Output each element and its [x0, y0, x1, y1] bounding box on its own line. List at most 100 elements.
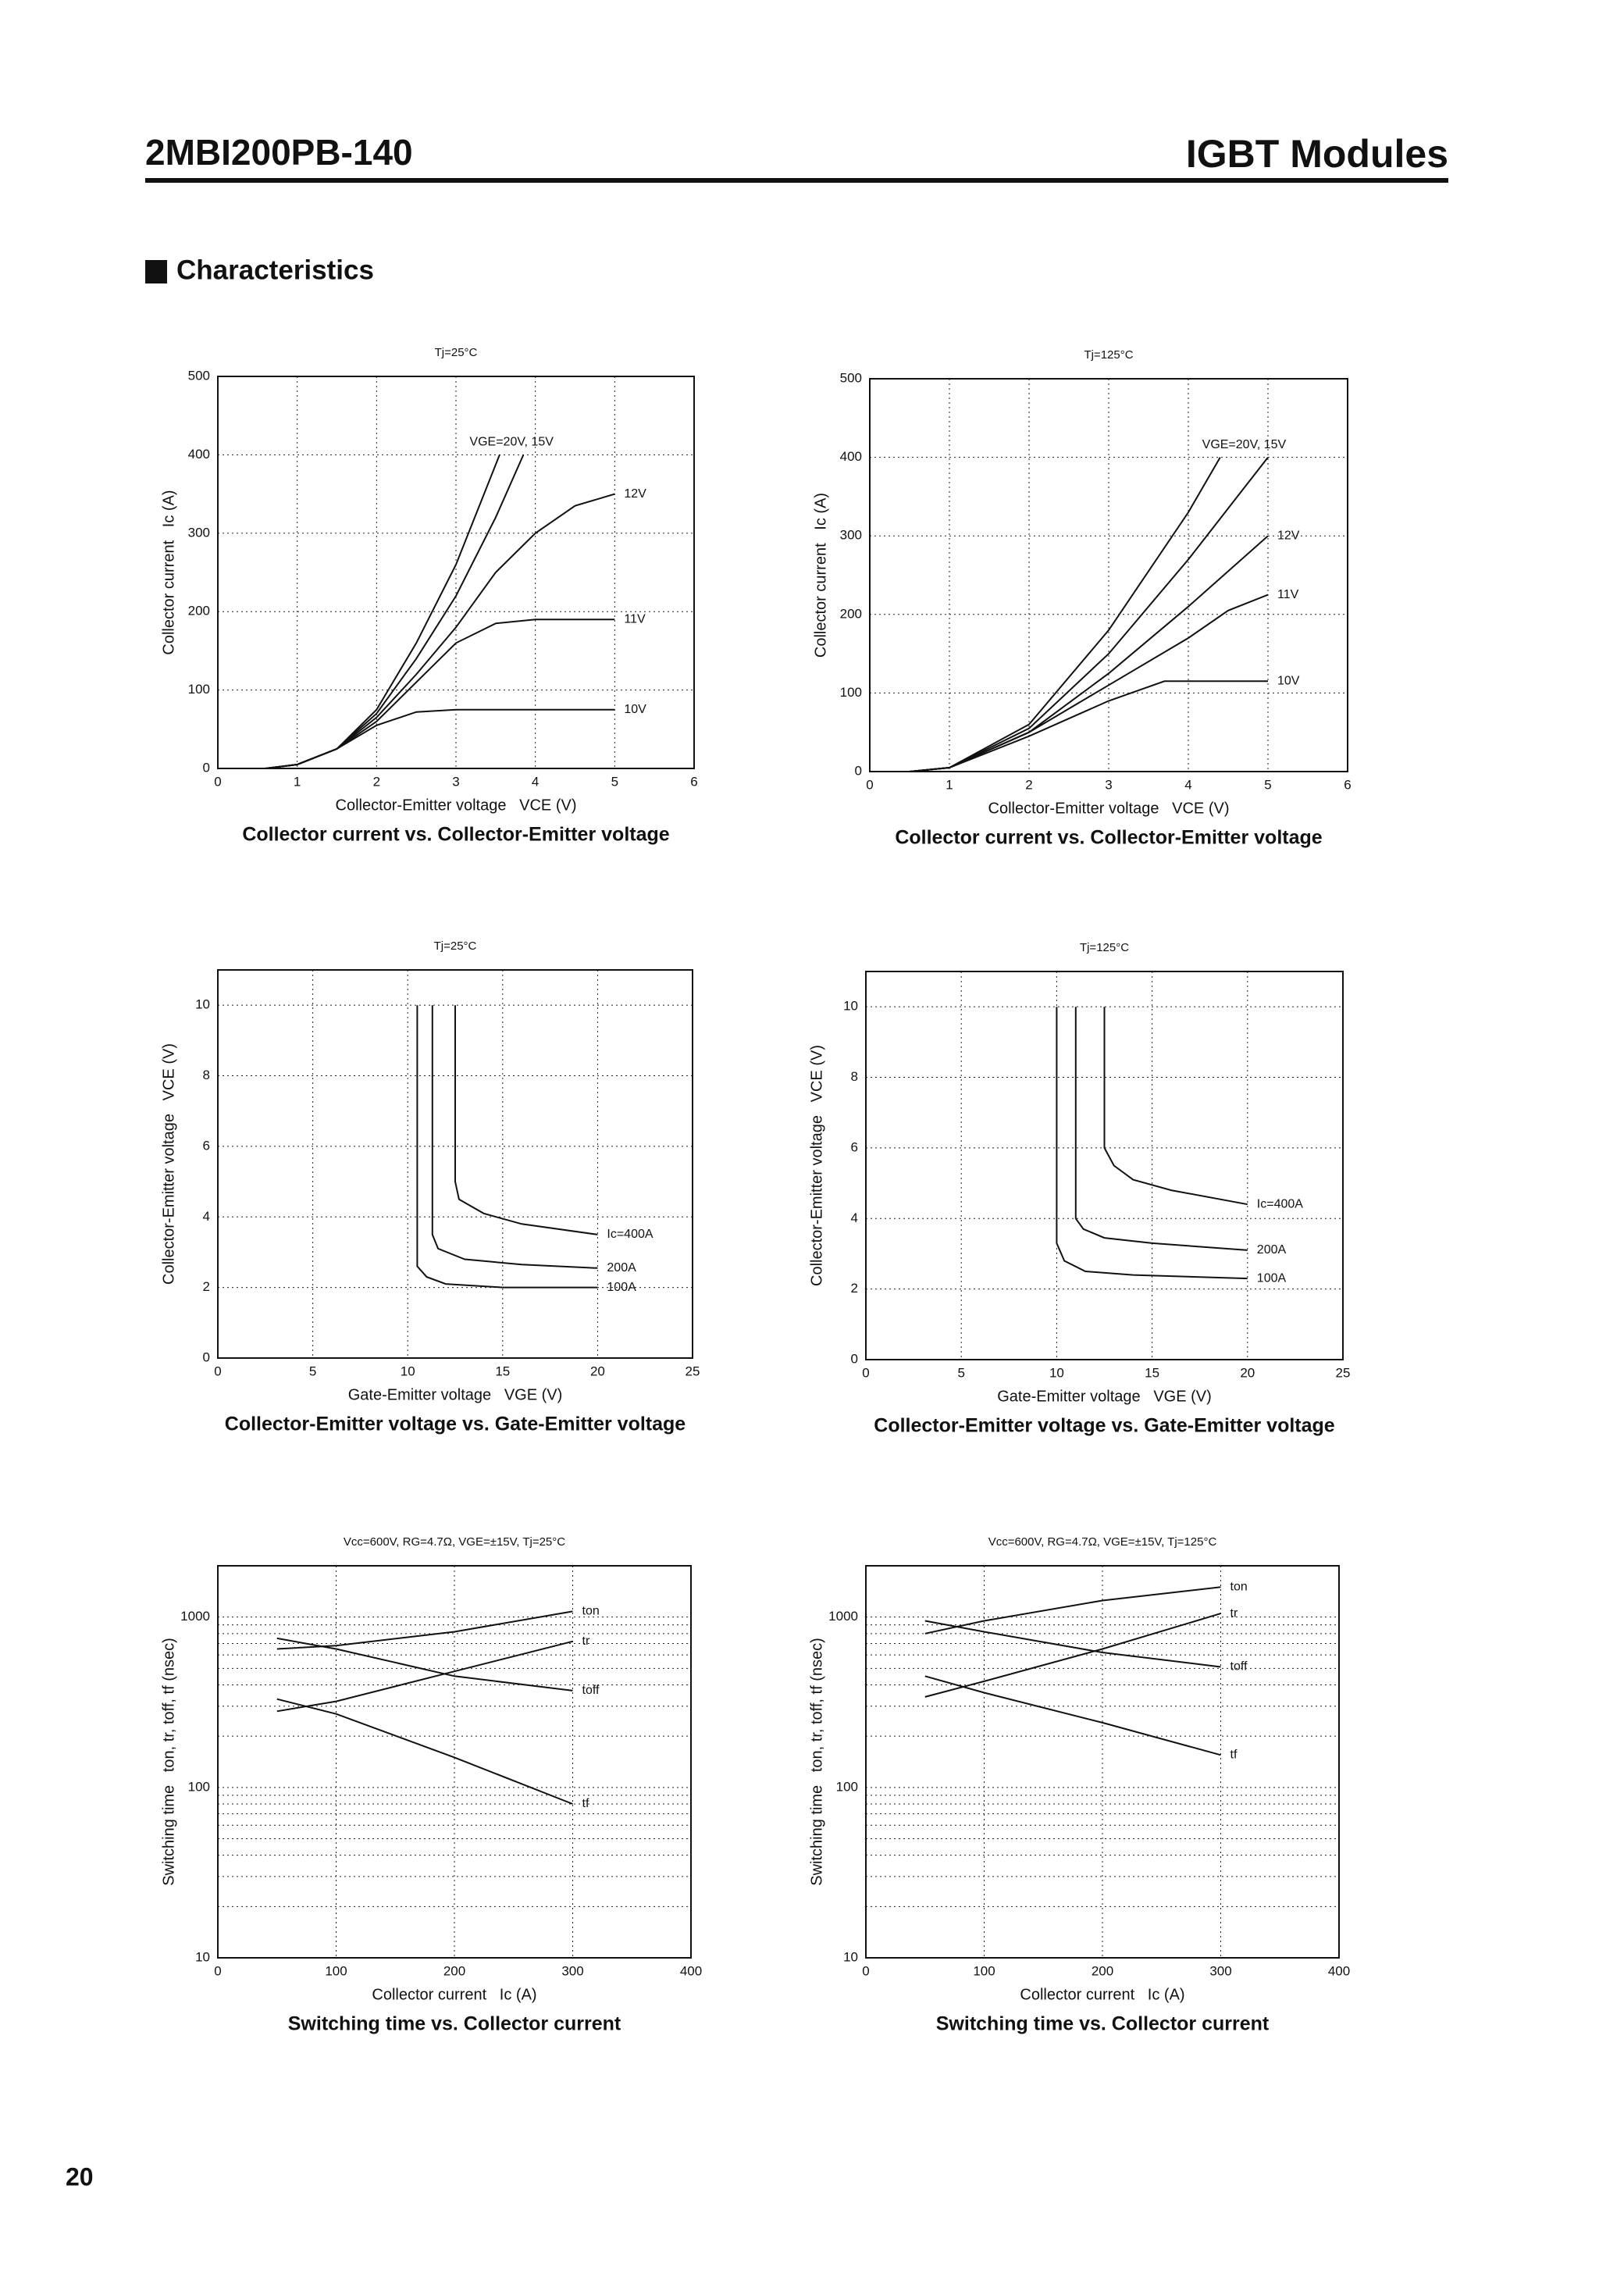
- data-line: [924, 1613, 1221, 1698]
- x-axis-label: Collector current Ic (A): [1020, 1986, 1184, 2003]
- x-axis-label: Collector current Ic (A): [372, 1986, 536, 2003]
- plot-frame: [869, 378, 1348, 772]
- y-axis-label: Switching time ton, tr, toff, tf (nsec): [160, 1638, 177, 1886]
- x-tick-label: 0: [862, 1963, 869, 1978]
- plot-frame: [865, 971, 1344, 1360]
- series-label: 11V: [1277, 588, 1299, 601]
- series-label: ton: [1230, 1580, 1248, 1593]
- y-tick-label: 0: [855, 763, 862, 778]
- y-tick-label: 500: [840, 370, 862, 385]
- data-line: [1074, 1007, 1248, 1251]
- data-line: [1056, 1007, 1248, 1280]
- chart: 0 1 2 3 4 5 6 0 100 200 300 400 500 Tj=25°C Collector-…: [160, 346, 697, 846]
- x-tick-label: 20: [1240, 1365, 1255, 1380]
- data-line: [1103, 1007, 1248, 1206]
- chart: 0 100 200 300 400 10 100 1000 Vcc=600V, RG=4.7Ω,…: [160, 1535, 702, 2035]
- x-tick-label: 400: [1328, 1963, 1350, 1978]
- x-axis-label: Gate-Emitter voltage VGE (V): [348, 1386, 563, 1403]
- y-tick-label: 2: [851, 1281, 858, 1296]
- x-axis-label: Collector-Emitter voltage VCE (V): [988, 800, 1230, 817]
- y-tick-label: 10: [843, 999, 858, 1014]
- x-tick-label: 300: [561, 1963, 583, 1978]
- y-axis-label: Collector-Emitter voltage VCE (V): [808, 1045, 825, 1286]
- series-label: toff: [582, 1684, 600, 1697]
- y-tick-label: 300: [840, 528, 862, 543]
- data-line: [909, 594, 1269, 772]
- y-tick-label: 0: [851, 1351, 858, 1366]
- y-tick-label: 200: [840, 606, 862, 621]
- y-tick-label: 10: [195, 1949, 210, 1964]
- y-tick-label: 4: [851, 1210, 858, 1225]
- x-tick-label: 400: [680, 1963, 702, 1978]
- chart-title: Switching time vs. Collector current: [288, 2013, 621, 2035]
- x-axis-label: Gate-Emitter voltage VGE (V): [997, 1388, 1212, 1405]
- series-label: ton: [582, 1605, 600, 1618]
- data-line: [924, 1675, 1221, 1756]
- y-tick-label: 1000: [180, 1609, 210, 1624]
- chart: 0 5 10 15 20 25 0 2 4 6 8 10 Tj=25°C Gate-Emitter vol…: [160, 939, 700, 1435]
- series-label: Ic=400A: [1257, 1197, 1303, 1210]
- y-axis-label: Collector current Ic (A): [160, 490, 177, 654]
- y-tick-label: 500: [188, 368, 210, 383]
- data-line: [265, 619, 615, 769]
- series-label: 12V: [624, 487, 646, 501]
- data-line: [265, 454, 525, 769]
- chart-title: Collector current vs. Collector-Emitter …: [242, 824, 669, 846]
- chart-subtitle: Vcc=600V, RG=4.7Ω, VGE=±15V, Tj=25°C: [344, 1535, 565, 1549]
- data-line: [265, 493, 615, 769]
- x-tick-label: 200: [1092, 1963, 1113, 1978]
- chart-title: Collector-Emitter voltage vs. Gate-Emitt…: [225, 1414, 686, 1435]
- data-line: [909, 457, 1221, 772]
- x-tick-label: 0: [214, 1963, 221, 1978]
- x-tick-label: 3: [452, 774, 459, 789]
- plot-frame: [217, 969, 693, 1359]
- data-line: [276, 1610, 573, 1650]
- series-label: tf: [1230, 1749, 1238, 1762]
- y-tick-label: 1000: [828, 1609, 858, 1624]
- x-tick-label: 15: [495, 1364, 510, 1378]
- series-label: VGE=20V, 15V: [469, 436, 554, 449]
- plot-frame: [217, 1565, 692, 1959]
- chart-title: Switching time vs. Collector current: [936, 2013, 1270, 2035]
- chart-subtitle: Vcc=600V, RG=4.7Ω, VGE=±15V, Tj=125°C: [988, 1535, 1217, 1549]
- x-tick-label: 0: [214, 1364, 221, 1378]
- y-tick-label: 400: [188, 447, 210, 462]
- chart-subtitle: Tj=125°C: [1084, 348, 1133, 362]
- y-tick-label: 8: [203, 1068, 210, 1082]
- page-title: IGBT Modules: [1186, 132, 1448, 176]
- series-label: tr: [1230, 1606, 1238, 1620]
- page-number: 20: [66, 2162, 94, 2191]
- y-tick-label: 200: [188, 604, 210, 619]
- x-tick-label: 100: [325, 1963, 347, 1978]
- chart: 0 5 10 15 20 25 0 2 4 6 8 10 Tj=125°C Gate-Emitter vo…: [808, 941, 1350, 1437]
- series-label: 200A: [607, 1261, 636, 1274]
- y-tick-label: 8: [851, 1069, 858, 1084]
- y-tick-label: 100: [836, 1779, 858, 1794]
- data-line: [924, 1586, 1221, 1635]
- x-tick-label: 5: [1264, 777, 1271, 792]
- series-label: 100A: [607, 1281, 636, 1294]
- x-tick-label: 2: [373, 774, 380, 789]
- chart-subtitle: Tj=125°C: [1080, 941, 1129, 954]
- section-title: Characteristics: [176, 255, 374, 285]
- series-label: 10V: [1277, 675, 1300, 688]
- y-tick-label: 6: [203, 1138, 210, 1153]
- y-tick-label: 2: [203, 1279, 210, 1294]
- y-tick-label: 0: [203, 760, 210, 775]
- chart: 0 1 2 3 4 5 6 0 100 200 300 400 500 Tj=125°C Collector…: [812, 348, 1351, 849]
- series-label: toff: [1230, 1660, 1248, 1674]
- y-tick-label: 400: [840, 449, 862, 464]
- x-tick-label: 5: [957, 1365, 964, 1380]
- chart: 0 100 200 300 400 10 100 1000 Vcc=600V, RG=4.7Ω,…: [808, 1535, 1350, 2035]
- series-label: 200A: [1257, 1243, 1287, 1257]
- y-tick-label: 10: [843, 1949, 858, 1964]
- y-tick-label: 10: [195, 997, 210, 1012]
- data-line: [909, 680, 1268, 772]
- x-tick-label: 6: [1344, 777, 1351, 792]
- chart-subtitle: Tj=25°C: [435, 346, 478, 359]
- y-tick-label: 100: [840, 685, 862, 700]
- x-tick-label: 2: [1025, 777, 1032, 792]
- plot-frame: [217, 376, 695, 769]
